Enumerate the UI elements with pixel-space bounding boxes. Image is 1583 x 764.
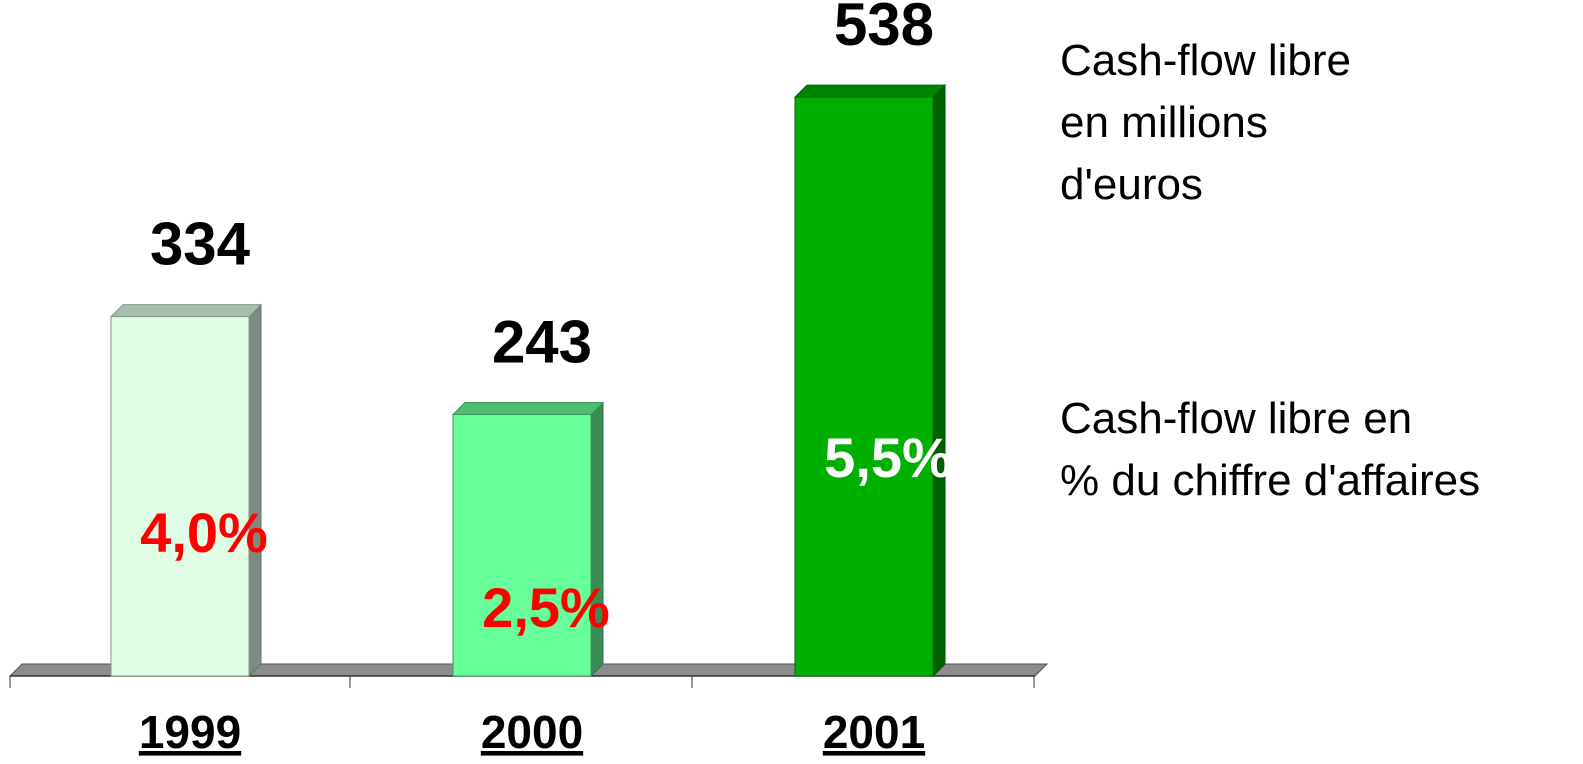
bar-top: [451, 402, 605, 416]
bar: [110, 316, 250, 677]
x-tick-label: 2001: [823, 706, 925, 758]
percent-label: 2,5%: [482, 576, 610, 639]
bar: [452, 414, 592, 677]
bar-side: [248, 303, 262, 678]
x-tick-label: 1999: [139, 706, 241, 758]
bar-top: [793, 84, 947, 98]
bar: [794, 96, 934, 677]
bar-side: [932, 83, 946, 678]
value-label: 334: [150, 211, 251, 278]
legend-entry: Cash-flow libre en % du chiffre d'affair…: [1060, 394, 1481, 505]
value-label: 243: [492, 309, 592, 376]
percent-label: 5,5%: [824, 426, 952, 489]
bar-top: [109, 304, 263, 318]
value-label: 538: [834, 0, 934, 58]
legend-entry: Cash-flow libre en millions d'euros: [1060, 36, 1351, 209]
percent-label: 4,0%: [140, 501, 268, 564]
x-tick-label: 2000: [481, 706, 583, 758]
